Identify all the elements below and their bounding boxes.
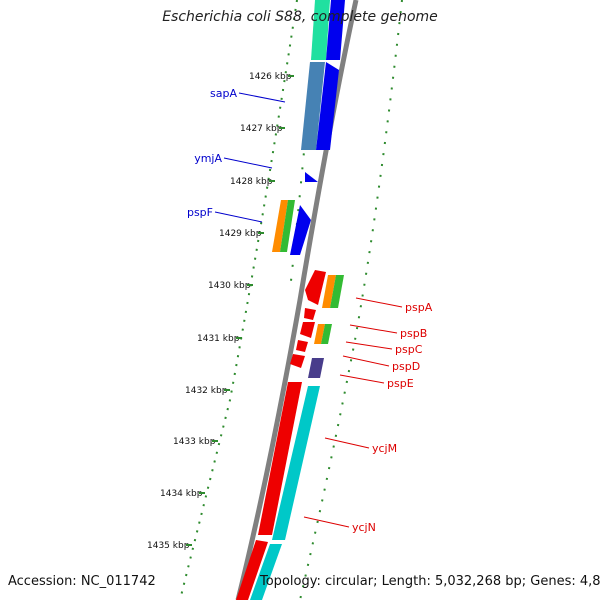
genome-summary-text: Topology: circular; Length: 5,032,268 bp… bbox=[260, 574, 600, 589]
ruler-label: 1435 kbp bbox=[147, 541, 190, 551]
map-title: Escherichia coli S88, complete genome bbox=[162, 9, 438, 25]
feature-block bbox=[304, 308, 316, 320]
gene-leader-line bbox=[355, 297, 403, 308]
feature-block bbox=[250, 544, 282, 600]
feature-block bbox=[258, 382, 302, 535]
feature-block bbox=[322, 275, 336, 308]
gene-label-ycjM: ycjM bbox=[372, 442, 397, 455]
feature-block bbox=[272, 386, 320, 540]
feature-block bbox=[290, 205, 311, 255]
feature-block bbox=[301, 62, 325, 150]
feature-block bbox=[300, 322, 315, 338]
gene-leader-line bbox=[223, 157, 273, 169]
feature-block bbox=[311, 0, 330, 60]
ruler-label: 1433 kbp bbox=[173, 437, 216, 447]
feature-block bbox=[272, 200, 288, 252]
feature-block bbox=[321, 324, 332, 344]
ruler-label: 1430 kbp bbox=[208, 281, 251, 291]
feature-block bbox=[316, 62, 339, 150]
gene-leader-line bbox=[324, 437, 370, 449]
feature-block bbox=[326, 0, 345, 60]
gene-label-pspA: pspA bbox=[405, 301, 433, 314]
feature-block bbox=[314, 324, 325, 344]
ruler-label: 1426 kbp bbox=[249, 72, 292, 82]
ruler-label: 1434 kbp bbox=[160, 489, 203, 499]
feature-block bbox=[236, 540, 268, 600]
gene-label-ycjN: ycjN bbox=[352, 521, 376, 534]
ruler-label: 1431 kbp bbox=[197, 334, 240, 344]
ruler-label: 1429 kbp bbox=[219, 229, 262, 239]
gene-leader-line bbox=[339, 374, 385, 384]
ruler-label: 1427 kbp bbox=[240, 124, 283, 134]
accession-text: Accession: NC_011742 bbox=[8, 574, 156, 589]
feature-block bbox=[290, 354, 305, 368]
feature-block bbox=[305, 172, 318, 182]
gene-leader-line bbox=[349, 324, 398, 334]
feature-block bbox=[305, 270, 326, 305]
gene-leader-line bbox=[214, 211, 263, 223]
ruler-label: 1432 kbp bbox=[185, 386, 228, 396]
feature-block bbox=[330, 275, 344, 308]
ruler-label: 1428 kbp bbox=[230, 177, 273, 187]
gene-label-sapA: sapA bbox=[210, 87, 237, 100]
gene-leader-line bbox=[342, 355, 390, 367]
gene-label-ymjA: ymjA bbox=[194, 152, 222, 165]
feature-block bbox=[280, 200, 295, 252]
gene-label-pspD: pspD bbox=[392, 360, 420, 373]
gene-leader-line bbox=[303, 516, 350, 528]
gene-label-pspE: pspE bbox=[387, 377, 414, 390]
gene-label-pspF: pspF bbox=[187, 206, 213, 219]
genome-backbone bbox=[235, 0, 359, 601]
gene-leader-line bbox=[345, 341, 393, 350]
feature-block bbox=[296, 340, 308, 352]
feature-block bbox=[308, 358, 324, 378]
gene-leader-line bbox=[238, 92, 286, 103]
gene-label-pspC: pspC bbox=[395, 343, 423, 356]
gene-label-pspB: pspB bbox=[400, 327, 427, 340]
